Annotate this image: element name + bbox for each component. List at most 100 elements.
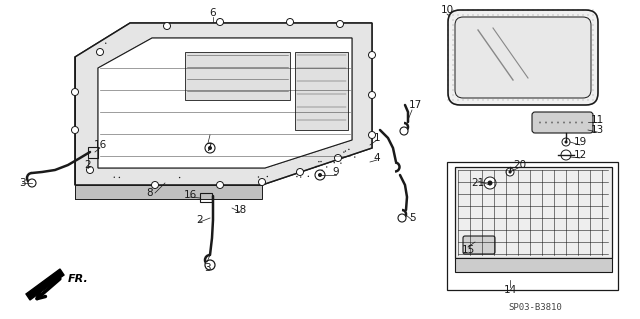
FancyBboxPatch shape	[463, 236, 495, 254]
Circle shape	[588, 14, 589, 16]
Circle shape	[348, 149, 349, 150]
Circle shape	[452, 90, 454, 91]
Circle shape	[447, 34, 449, 35]
Circle shape	[547, 14, 548, 16]
Text: 2: 2	[196, 215, 204, 225]
Circle shape	[318, 161, 319, 162]
Circle shape	[452, 34, 454, 35]
Circle shape	[298, 170, 299, 172]
Circle shape	[447, 90, 449, 91]
Circle shape	[72, 127, 79, 133]
Circle shape	[335, 154, 342, 161]
Circle shape	[547, 10, 548, 11]
Circle shape	[582, 14, 584, 16]
Circle shape	[452, 10, 454, 11]
Circle shape	[321, 170, 323, 171]
Text: 11: 11	[590, 115, 604, 125]
Circle shape	[539, 122, 541, 123]
Circle shape	[551, 122, 553, 123]
Circle shape	[179, 177, 180, 178]
Circle shape	[564, 140, 568, 144]
Text: 13: 13	[590, 125, 604, 135]
Circle shape	[452, 25, 454, 26]
Circle shape	[563, 122, 565, 123]
Circle shape	[552, 14, 554, 16]
Circle shape	[552, 10, 554, 11]
Circle shape	[447, 19, 449, 20]
Circle shape	[467, 10, 468, 11]
Circle shape	[452, 19, 454, 20]
Circle shape	[447, 55, 449, 56]
Circle shape	[259, 179, 266, 186]
Circle shape	[113, 176, 115, 178]
Text: 19: 19	[573, 137, 587, 147]
Circle shape	[369, 92, 376, 99]
Circle shape	[447, 10, 449, 11]
Text: 2: 2	[84, 160, 92, 170]
Circle shape	[452, 60, 454, 61]
Polygon shape	[98, 38, 352, 168]
Circle shape	[522, 10, 524, 11]
Circle shape	[588, 10, 589, 11]
Circle shape	[561, 150, 571, 160]
Circle shape	[452, 40, 454, 41]
Circle shape	[208, 146, 212, 150]
Circle shape	[484, 177, 496, 189]
Circle shape	[447, 64, 449, 65]
Circle shape	[205, 143, 215, 153]
Text: 12: 12	[573, 150, 587, 160]
Circle shape	[557, 14, 559, 16]
Circle shape	[318, 173, 322, 177]
Text: SP03-B3810: SP03-B3810	[508, 303, 562, 313]
Circle shape	[452, 55, 454, 56]
Circle shape	[581, 122, 583, 123]
Text: 16: 16	[184, 190, 196, 200]
Circle shape	[308, 176, 309, 177]
Circle shape	[557, 10, 559, 11]
Circle shape	[447, 79, 449, 80]
Circle shape	[447, 29, 449, 31]
Polygon shape	[455, 258, 612, 272]
Circle shape	[502, 14, 504, 16]
Circle shape	[28, 179, 36, 187]
Circle shape	[477, 10, 479, 11]
Circle shape	[522, 14, 524, 16]
Circle shape	[447, 60, 449, 61]
Circle shape	[452, 75, 454, 76]
Circle shape	[337, 20, 344, 27]
Circle shape	[343, 152, 344, 153]
Text: 4: 4	[374, 153, 380, 163]
Circle shape	[447, 25, 449, 26]
Circle shape	[333, 162, 335, 163]
Circle shape	[447, 75, 449, 76]
Polygon shape	[26, 269, 64, 300]
Circle shape	[569, 122, 571, 123]
FancyBboxPatch shape	[448, 10, 598, 105]
Circle shape	[582, 10, 584, 11]
Circle shape	[509, 170, 511, 174]
Circle shape	[532, 10, 534, 11]
Circle shape	[467, 14, 468, 16]
Circle shape	[369, 51, 376, 58]
Text: 3: 3	[19, 178, 26, 188]
Circle shape	[296, 176, 298, 177]
Circle shape	[452, 94, 454, 95]
Circle shape	[527, 14, 529, 16]
Circle shape	[216, 182, 223, 189]
Circle shape	[472, 10, 474, 11]
Text: 15: 15	[461, 245, 475, 255]
Text: 21: 21	[472, 178, 484, 188]
FancyBboxPatch shape	[455, 17, 591, 98]
Polygon shape	[185, 52, 290, 100]
Circle shape	[447, 94, 449, 95]
Text: 3: 3	[204, 263, 211, 273]
Polygon shape	[75, 185, 262, 199]
Circle shape	[320, 161, 322, 162]
Circle shape	[452, 14, 454, 16]
Circle shape	[152, 182, 159, 189]
Circle shape	[398, 214, 406, 222]
Circle shape	[163, 23, 170, 29]
Text: 9: 9	[333, 167, 339, 177]
Circle shape	[354, 156, 355, 158]
Circle shape	[497, 10, 499, 11]
